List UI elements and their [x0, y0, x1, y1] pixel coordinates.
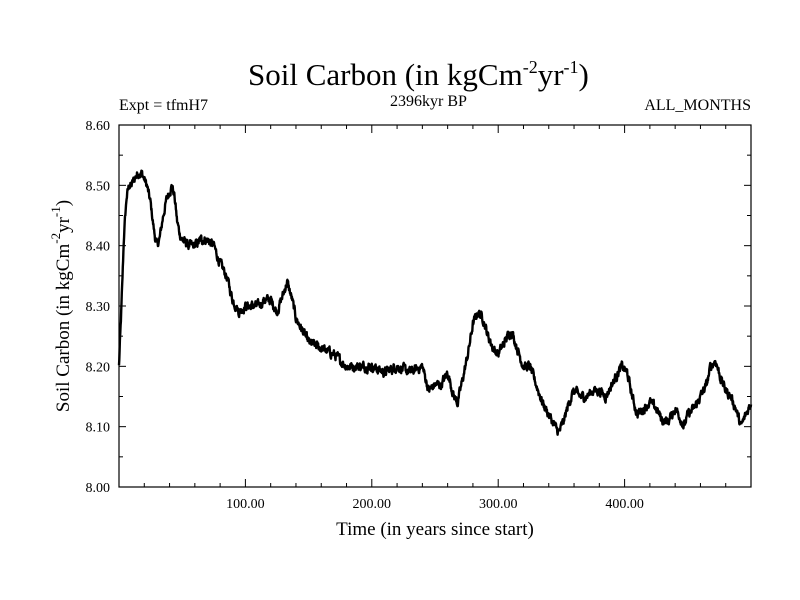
y-axis-label: Soil Carbon (in kgCm-2yr-1): [48, 200, 74, 412]
y-tick-label: 8.00: [86, 481, 111, 496]
experiment-label: Expt = tfmH7: [119, 97, 208, 114]
y-tick-label: 8.40: [86, 240, 111, 255]
x-tick-label: 400.00: [605, 497, 644, 512]
ylabel-mid: yr: [53, 216, 74, 233]
months-label: ALL_MONTHS: [644, 97, 751, 114]
title-main: Soil Carbon (in kgCm: [248, 57, 523, 92]
series-group: [117, 169, 753, 436]
x-tick-label: 200.00: [353, 497, 392, 512]
y-tick-label: 8.50: [86, 179, 111, 194]
ylabel-sup-1: -2: [48, 233, 63, 244]
title-sup-1: -2: [523, 57, 538, 77]
x-axis-label: Time (in years since start): [336, 519, 534, 540]
y-axis-ticks: 8.00 8.10 8.20 8.30 8.40 8.50 8.60: [86, 119, 751, 496]
chart-title: Soil Carbon (in kgCm-2yr-1): [248, 57, 589, 92]
y-tick-label: 8.60: [86, 119, 111, 134]
x-tick-label: 300.00: [479, 497, 518, 512]
series-line: [117, 169, 753, 436]
ylabel-sup-2: -1: [48, 206, 63, 217]
ylabel-end: ): [53, 200, 74, 206]
ylabel-main: Soil Carbon (in kgCm: [53, 244, 74, 413]
y-tick-label: 8.30: [86, 300, 111, 315]
period-label: 2396kyr BP: [390, 93, 467, 110]
y-tick-label: 8.10: [86, 421, 111, 436]
title-end: ): [579, 57, 589, 92]
plot-frame: [118, 124, 752, 488]
title-sup-2: -1: [564, 57, 579, 77]
x-axis-ticks: 100.00 200.00 300.00 400.00: [143, 125, 727, 512]
y-tick-label: 8.20: [86, 360, 111, 375]
x-tick-label: 100.00: [226, 497, 265, 512]
title-mid: yr: [538, 57, 565, 92]
